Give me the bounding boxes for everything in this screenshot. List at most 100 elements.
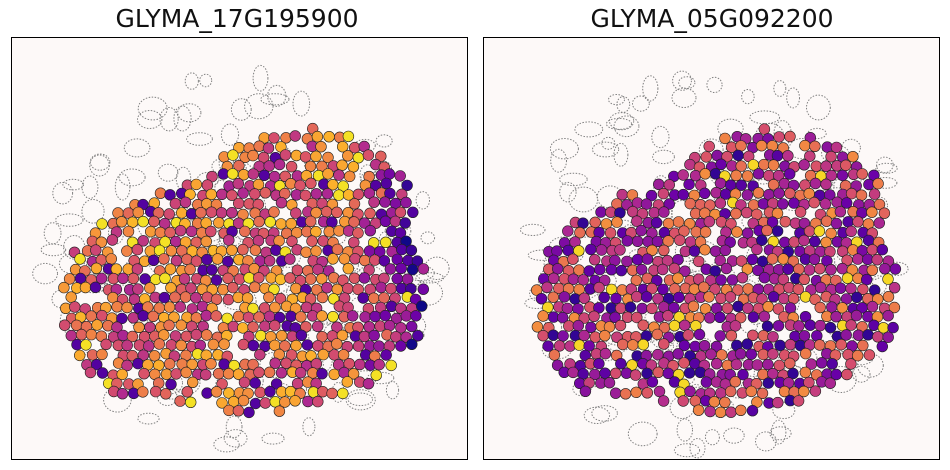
cell-outline xyxy=(549,138,579,160)
expression-spot xyxy=(394,170,406,182)
expression-spot xyxy=(762,377,774,389)
expression-spot xyxy=(709,265,721,277)
expression-spot xyxy=(609,311,621,323)
expression-spot xyxy=(227,149,239,161)
expression-spot xyxy=(370,369,382,381)
expression-spot xyxy=(247,302,259,315)
expression-spot xyxy=(787,255,799,267)
expression-spot xyxy=(121,245,133,257)
expression-spot xyxy=(90,262,103,275)
expression-spot xyxy=(617,338,629,351)
expression-spot xyxy=(305,215,317,228)
cell-outline xyxy=(137,96,168,121)
expression-spot xyxy=(784,339,797,351)
cell-outline xyxy=(616,96,631,113)
expression-spot xyxy=(284,253,296,265)
expression-spot xyxy=(290,207,302,219)
expression-spot xyxy=(65,291,77,303)
expression-spot xyxy=(688,245,701,257)
expression-spot xyxy=(379,196,391,208)
expression-spot xyxy=(280,357,292,369)
expression-spot xyxy=(359,254,371,267)
expression-spot xyxy=(772,320,785,332)
expression-spot xyxy=(872,331,884,343)
expression-spot xyxy=(358,272,371,284)
expression-spot xyxy=(373,340,385,352)
expression-spot xyxy=(263,291,275,303)
expression-spot xyxy=(232,368,245,380)
expression-spot xyxy=(803,225,816,237)
cell-outline xyxy=(613,115,640,138)
expression-spot xyxy=(868,188,881,200)
cell-outline xyxy=(825,366,857,393)
expression-spot xyxy=(720,262,733,275)
expression-spot xyxy=(629,369,642,381)
expression-spot xyxy=(252,235,265,247)
expression-spot xyxy=(375,281,387,294)
expression-spot xyxy=(342,150,354,162)
expression-spot xyxy=(887,321,899,334)
expression-spot xyxy=(693,328,706,341)
expression-spot xyxy=(89,281,102,294)
expression-spot xyxy=(331,206,343,219)
expression-spot xyxy=(721,302,734,314)
expression-spot xyxy=(825,227,837,240)
expression-spot xyxy=(729,320,742,332)
expression-spot xyxy=(599,347,612,360)
expression-spot xyxy=(679,319,691,331)
cell-outline xyxy=(260,93,290,106)
expression-spot xyxy=(593,281,605,294)
expression-spot xyxy=(213,217,225,229)
expression-spot xyxy=(631,311,643,324)
expression-spot xyxy=(305,273,317,285)
expression-spot xyxy=(206,264,218,276)
expression-spot xyxy=(253,216,265,228)
expression-spot xyxy=(389,215,402,228)
expression-spot xyxy=(174,225,187,237)
expression-spot xyxy=(572,319,585,332)
expression-spot xyxy=(862,253,874,266)
expression-spot xyxy=(331,283,343,296)
expression-spot xyxy=(322,168,334,180)
expression-spot xyxy=(333,169,345,181)
expression-spot xyxy=(678,357,690,369)
expression-spot xyxy=(352,283,364,296)
expression-spot xyxy=(294,179,306,192)
cell-outline xyxy=(755,431,777,452)
expression-spot xyxy=(96,348,108,361)
expression-spot xyxy=(121,359,133,372)
expression-spot xyxy=(574,227,586,239)
expression-spot xyxy=(399,217,411,229)
expression-spot xyxy=(547,272,560,285)
expression-spot xyxy=(850,309,863,322)
cell-outline xyxy=(642,75,659,102)
expression-spot xyxy=(337,140,349,153)
expression-spot xyxy=(175,319,187,331)
expression-spot xyxy=(117,272,129,285)
expression-spot xyxy=(333,225,345,237)
expression-spot xyxy=(824,321,837,334)
expression-spot xyxy=(258,169,271,182)
cell-outline xyxy=(605,117,633,130)
expression-spot xyxy=(876,340,888,353)
cell-outline xyxy=(267,84,287,107)
expression-spot xyxy=(851,291,863,303)
expression-spot xyxy=(380,349,392,361)
expression-spot xyxy=(787,367,799,380)
cell-outline xyxy=(225,415,243,439)
expression-spot xyxy=(845,187,858,200)
expression-spot xyxy=(243,406,255,419)
expression-spot xyxy=(692,404,705,416)
expression-spot xyxy=(788,236,800,248)
expression-spot xyxy=(264,216,276,228)
expression-spot xyxy=(735,255,748,267)
expression-spot xyxy=(385,300,398,312)
expression-spot xyxy=(270,244,282,256)
cell-outline xyxy=(852,365,871,383)
cell-outline xyxy=(159,107,179,132)
expression-spot xyxy=(170,368,182,380)
expression-spot xyxy=(239,225,251,238)
expression-spot xyxy=(95,272,108,285)
expression-spot xyxy=(804,150,816,162)
expression-spot xyxy=(630,386,642,398)
